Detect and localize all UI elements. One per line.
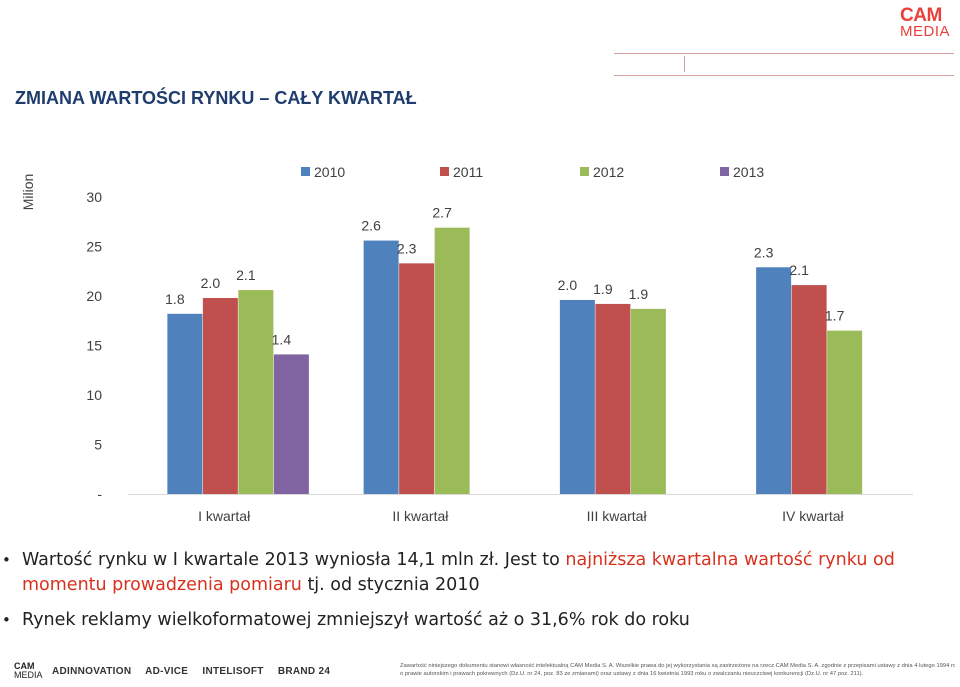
- data-label: 2.7: [432, 205, 452, 221]
- legend-label-2013: 2013: [733, 164, 764, 180]
- bullet-text: Wartość rynku w I kwartale 2013 wyniosła…: [22, 550, 566, 570]
- bar-2010-2: [363, 240, 399, 494]
- legend-swatch-2012: [580, 167, 589, 176]
- bullet-text: Rynek reklamy wielkoformatowej zmniejszy…: [22, 610, 690, 630]
- y-tick-label: 25: [86, 239, 102, 255]
- data-label: 2.6: [361, 218, 381, 234]
- cam-media-logo: CAM MEDIA: [900, 6, 958, 40]
- x-tick-label: IV kwartał: [782, 508, 844, 524]
- footer: CAM MEDIA ADINNOVATION AD-VICE INTELISOF…: [0, 658, 960, 687]
- legend-label-2011: 2011: [453, 164, 483, 180]
- data-label: 2.3: [754, 244, 774, 260]
- bar-2012-2: [434, 227, 470, 494]
- bullet-market-value: • Wartość rynku w I kwartale 2013 wynios…: [2, 548, 895, 598]
- brand-brand24: BRAND 24: [277, 666, 331, 677]
- bullet-text: tj. od stycznia 2010: [301, 575, 480, 595]
- bar-2012-4: [827, 330, 863, 494]
- y-tick-label: 10: [86, 387, 102, 403]
- y-tick-label: 20: [86, 288, 102, 304]
- data-label: 2.3: [397, 240, 417, 256]
- data-label: 2.0: [201, 275, 221, 291]
- header-decoration-line: [614, 75, 954, 76]
- legend-label-2010: 2010: [314, 164, 345, 180]
- brand-ad-vice: AD-VICE: [145, 666, 189, 677]
- bullet-dot: •: [2, 611, 11, 629]
- chart-axis: - 5 10 15 20 25 30 I kwartał II kwartał III kwart…: [86, 189, 913, 524]
- footer-legal-notice: Zawartość niniejszego dokumentu stanowi …: [400, 662, 955, 678]
- data-label: 1.4: [272, 331, 292, 347]
- logo-line-1: CAM: [900, 5, 942, 26]
- y-tick-label: 15: [86, 338, 102, 354]
- x-tick-label: III kwartał: [587, 508, 648, 524]
- bar-2010-3: [559, 299, 595, 494]
- legal-line-1: Zawartość niniejszego dokumentu stanowi …: [400, 663, 955, 669]
- y-tick-label: 30: [86, 189, 102, 205]
- legend-swatch-2011: [440, 167, 449, 176]
- footer-logo-line-2: MEDIA: [14, 670, 43, 680]
- logo-line-2: MEDIA: [900, 23, 951, 40]
- brand-adinnovation: ADINNOVATION: [52, 666, 132, 677]
- x-tick-label: II kwartał: [392, 508, 449, 524]
- header-decoration-divider: [684, 56, 685, 72]
- data-label: 1.8: [165, 291, 185, 307]
- bar-2011-4: [791, 285, 827, 494]
- data-label: 1.9: [629, 286, 649, 302]
- bar-2010-4: [756, 267, 792, 494]
- footer-logo-line-1: CAM: [14, 661, 35, 671]
- chart-legend: 2010 2011 2012 2013: [301, 164, 764, 180]
- data-label: 1.9: [593, 281, 613, 297]
- brand-intelisoft: INTELISOFT: [202, 666, 264, 677]
- bar-chart: 2010 2011 2012 2013 - 5 10 15 20 25 30 I kwartał II…: [86, 164, 913, 524]
- bar-2010-1: [167, 313, 203, 494]
- legend-swatch-2010: [301, 167, 310, 176]
- bar-2012-3: [630, 308, 666, 494]
- chart-bars: 1.8 2.0 2.1 1.4 2.6 2.3 2.7 2.0 1.9 1.9 2.3 2.1 1.7: [165, 205, 863, 494]
- header-decoration-line: [614, 53, 954, 54]
- legend-swatch-2013: [720, 167, 729, 176]
- bar-2013-1: [273, 354, 309, 494]
- bullet-yoy-decline: • Rynek reklamy wielkoformatowej zmniejs…: [2, 608, 690, 633]
- bullet-dot: •: [2, 551, 11, 569]
- data-label: 2.1: [789, 262, 809, 278]
- page-title: ZMIANA WARTOŚCI RYNKU – CAŁY KWARTAŁ: [15, 88, 417, 108]
- bar-2012-1: [238, 290, 274, 494]
- data-label: 2.1: [236, 267, 256, 283]
- data-label: 2.0: [558, 277, 578, 293]
- bar-2011-3: [595, 303, 631, 494]
- footer-logo: CAM MEDIA: [14, 662, 43, 680]
- data-label: 1.7: [825, 308, 845, 324]
- legend-label-2012: 2012: [593, 164, 624, 180]
- footer-brands: ADINNOVATION AD-VICE INTELISOFT BRAND 24: [52, 666, 341, 677]
- legal-line-2: o prawie autorskim i prawach pokrewnych …: [400, 671, 864, 677]
- bullet-highlight: najniższa kwartalna wartość rynku od: [565, 550, 895, 570]
- bar-2011-2: [399, 263, 435, 494]
- y-tick-label: -: [97, 486, 102, 502]
- bar-2011-1: [202, 297, 238, 494]
- x-tick-label: I kwartał: [198, 508, 251, 524]
- bullet-highlight: momentu prowadzenia pomiaru: [22, 575, 302, 595]
- y-tick-label: 5: [94, 437, 102, 453]
